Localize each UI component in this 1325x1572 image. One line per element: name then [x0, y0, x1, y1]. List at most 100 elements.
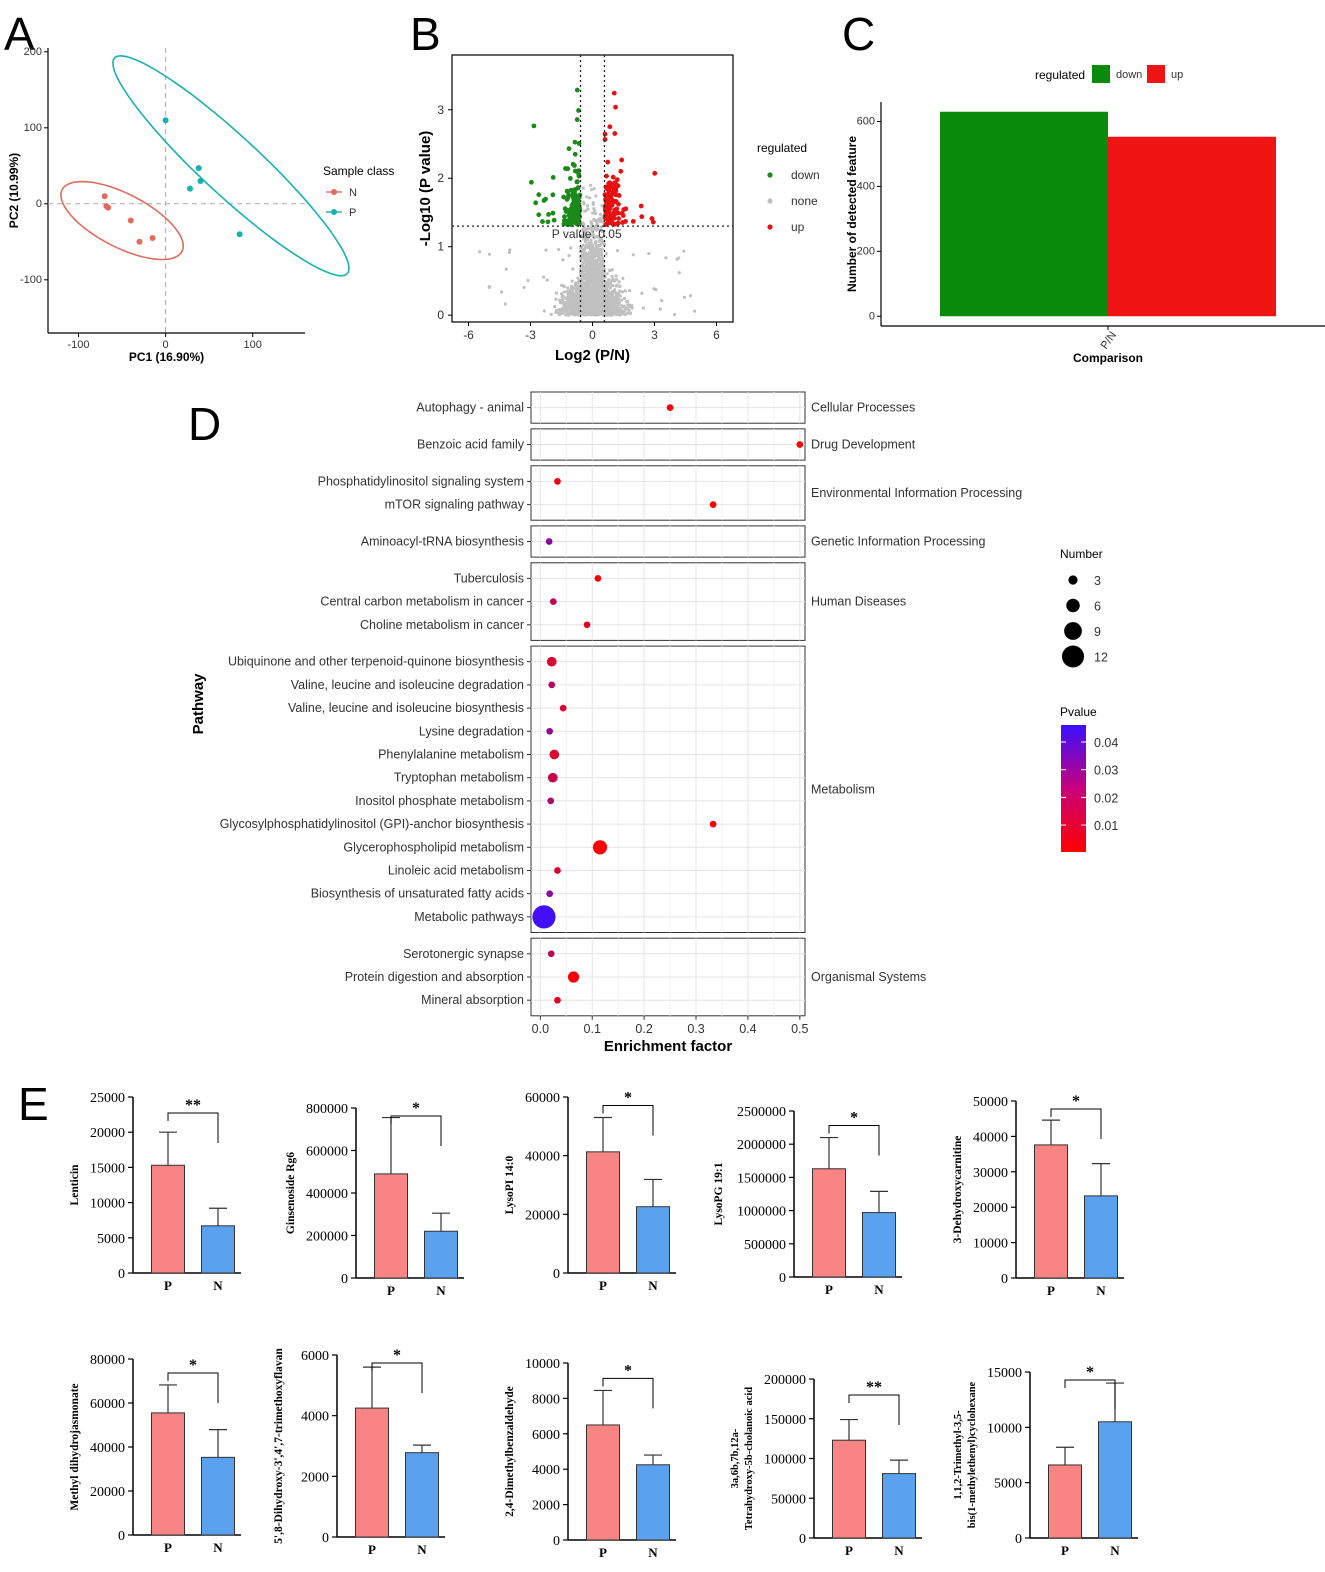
point-none [522, 285, 526, 290]
point-none [574, 306, 579, 311]
point-none [560, 295, 564, 299]
point-down [531, 123, 537, 129]
point-none [567, 254, 571, 258]
point-none [581, 284, 585, 289]
y-tick-label: 3 [437, 103, 444, 117]
point-none [559, 292, 564, 296]
point-down [573, 210, 579, 215]
point-none [605, 272, 609, 276]
point-none [584, 277, 589, 281]
y-tick-label: 200 [857, 245, 875, 257]
x-tick-label: 100 [244, 339, 262, 351]
significance-bracket [1050, 1108, 1102, 1139]
y-tick-label: 600000 [306, 1145, 348, 1160]
panel-letter-d: D [188, 398, 221, 450]
significance-bracket [602, 1377, 654, 1409]
point-none [595, 292, 599, 296]
subplot: 0 200000 400000 600000 800000 P N * Ginsenoside … [285, 1100, 464, 1298]
point-none [571, 267, 575, 271]
point-down [576, 141, 582, 146]
point-none [542, 275, 546, 279]
pathway-point [666, 404, 674, 411]
point-down [545, 219, 551, 225]
pathway-point [547, 950, 555, 958]
point-none [673, 313, 677, 317]
pathway-point [554, 867, 561, 874]
point-down [550, 192, 556, 198]
point-none [566, 286, 570, 290]
point-none [611, 283, 615, 288]
point-P [195, 165, 202, 172]
bar-N [636, 1206, 670, 1274]
x-tick-label: 0.0 [532, 1022, 549, 1036]
x-tick-label: P [825, 1282, 833, 1297]
pathway-label: Tryptophan metabolism [394, 771, 524, 785]
point-none [592, 286, 596, 290]
point-none [560, 283, 564, 287]
point-P [236, 231, 243, 238]
point-P [187, 185, 194, 192]
point-none [601, 308, 605, 312]
y-tick-label: 20000 [973, 1201, 1008, 1216]
point-up [619, 157, 625, 163]
point-none [631, 253, 635, 257]
point-none [607, 278, 611, 282]
point-none [591, 201, 595, 205]
significance-bracket [167, 1112, 219, 1143]
point-down [546, 212, 551, 217]
point-P [197, 178, 204, 184]
point-none [611, 277, 615, 281]
point-none [581, 227, 585, 231]
point-none [610, 307, 614, 311]
pathway-point [532, 905, 556, 929]
point-N [149, 235, 156, 241]
point-down [574, 201, 580, 206]
legend-label-P: P [349, 207, 356, 219]
point-none [604, 252, 608, 256]
size-legend-label: 9 [1094, 625, 1101, 639]
y-tick-label: 150000 [764, 1413, 806, 1428]
x-tick-label: -6 [463, 328, 474, 342]
point-down [566, 192, 571, 198]
point-none [614, 284, 618, 288]
pathway-point [559, 704, 567, 712]
x-tick-label: N [894, 1543, 904, 1558]
bar-N [424, 1230, 458, 1279]
x-tick-label: 0 [163, 339, 169, 351]
legend-label-down: down [1116, 69, 1142, 81]
point-none [589, 298, 593, 302]
y-axis-label: LysoPG 19:1 [713, 1162, 725, 1225]
point-none [620, 312, 624, 316]
point-none [573, 283, 577, 287]
point-up [606, 206, 612, 211]
point-none [677, 271, 681, 275]
point-none [596, 302, 601, 307]
point-none [561, 311, 565, 315]
pathway-label: Central carbon metabolism in cancer [320, 595, 524, 609]
point-none [576, 276, 580, 280]
subplot: 0 2000 4000 6000 8000 10000 P N * 2,4-Dimethylben… [504, 1357, 676, 1560]
point-none [577, 280, 581, 284]
point-none [588, 296, 592, 300]
point-none [584, 273, 589, 277]
point-down [570, 220, 576, 225]
point-up [613, 104, 618, 110]
point-down [564, 207, 570, 213]
y-axis-label: Methyl dihydrojasmonate [69, 1383, 81, 1510]
y-tick-label: 400000 [306, 1187, 348, 1202]
category-label: Genetic Information Processing [811, 535, 985, 549]
point-none [591, 211, 595, 215]
legend-swatch-down [1092, 65, 1110, 83]
point-none [625, 311, 629, 315]
point-up [614, 177, 620, 183]
point-none [591, 307, 595, 311]
point-none [616, 308, 620, 313]
point-down [562, 214, 567, 220]
point-none [610, 303, 614, 307]
point-none [610, 293, 615, 297]
size-legend-title: Number [1060, 547, 1103, 561]
point-none [554, 291, 559, 295]
point-none [628, 288, 632, 293]
none-points [478, 183, 697, 317]
pathway-label: Autophagy - animal [416, 401, 524, 415]
